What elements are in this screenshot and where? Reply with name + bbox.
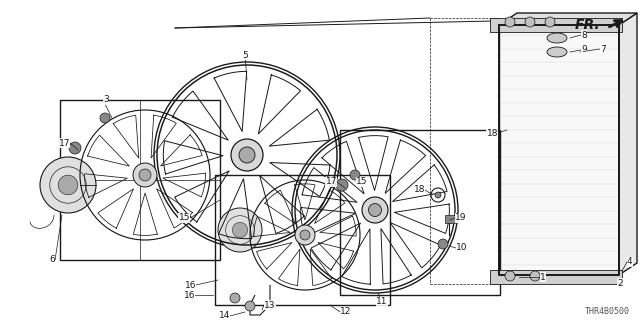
Circle shape [369, 204, 381, 217]
Circle shape [362, 197, 388, 223]
Circle shape [300, 230, 310, 240]
Circle shape [139, 169, 151, 181]
Text: 15: 15 [356, 178, 367, 187]
Text: 16: 16 [184, 291, 195, 300]
Bar [340, 130, 500, 295]
Text: 9: 9 [581, 45, 587, 54]
Circle shape [133, 163, 157, 187]
Text: 1: 1 [540, 273, 546, 282]
Circle shape [69, 142, 81, 154]
Text: 3: 3 [103, 95, 109, 105]
Text: 17: 17 [58, 139, 70, 148]
Circle shape [230, 293, 240, 303]
Text: 2: 2 [617, 278, 623, 287]
Text: 18: 18 [413, 186, 425, 195]
Text: 7: 7 [600, 44, 605, 53]
Circle shape [525, 17, 535, 27]
Text: 19: 19 [455, 213, 467, 222]
Text: 16: 16 [184, 281, 196, 290]
Text: 14: 14 [219, 311, 230, 320]
Text: 6: 6 [49, 255, 55, 265]
Bar [490, 18, 622, 32]
Text: 15: 15 [179, 213, 190, 222]
Bar [547, 30, 599, 70]
Circle shape [232, 222, 248, 238]
Circle shape [530, 271, 540, 281]
Polygon shape [499, 13, 637, 25]
Polygon shape [619, 13, 637, 275]
Text: THR4B0500: THR4B0500 [585, 308, 630, 316]
Text: FR.: FR. [574, 18, 600, 32]
Text: 11: 11 [376, 298, 388, 307]
Circle shape [545, 17, 555, 27]
Circle shape [435, 192, 441, 198]
Circle shape [350, 170, 360, 180]
Text: 12: 12 [340, 308, 351, 316]
Bar [60, 100, 220, 260]
Text: 4: 4 [627, 258, 632, 267]
Circle shape [218, 208, 262, 252]
Bar [490, 270, 622, 284]
Circle shape [245, 301, 255, 311]
Circle shape [231, 139, 263, 171]
Text: 10: 10 [456, 244, 467, 252]
Circle shape [58, 175, 78, 195]
Text: 17: 17 [326, 178, 337, 187]
Circle shape [505, 271, 515, 281]
Text: 5: 5 [242, 51, 248, 60]
Circle shape [40, 157, 96, 213]
Text: 18: 18 [486, 129, 498, 138]
Ellipse shape [547, 47, 567, 57]
Circle shape [239, 147, 255, 163]
Circle shape [295, 225, 315, 245]
Circle shape [100, 113, 110, 123]
Ellipse shape [547, 33, 567, 43]
Bar [445, 215, 455, 223]
Bar [215, 175, 390, 305]
Circle shape [438, 239, 448, 249]
Text: 13: 13 [264, 300, 275, 309]
Text: 8: 8 [581, 30, 587, 39]
Polygon shape [499, 25, 619, 275]
Circle shape [336, 179, 348, 191]
Circle shape [505, 17, 515, 27]
